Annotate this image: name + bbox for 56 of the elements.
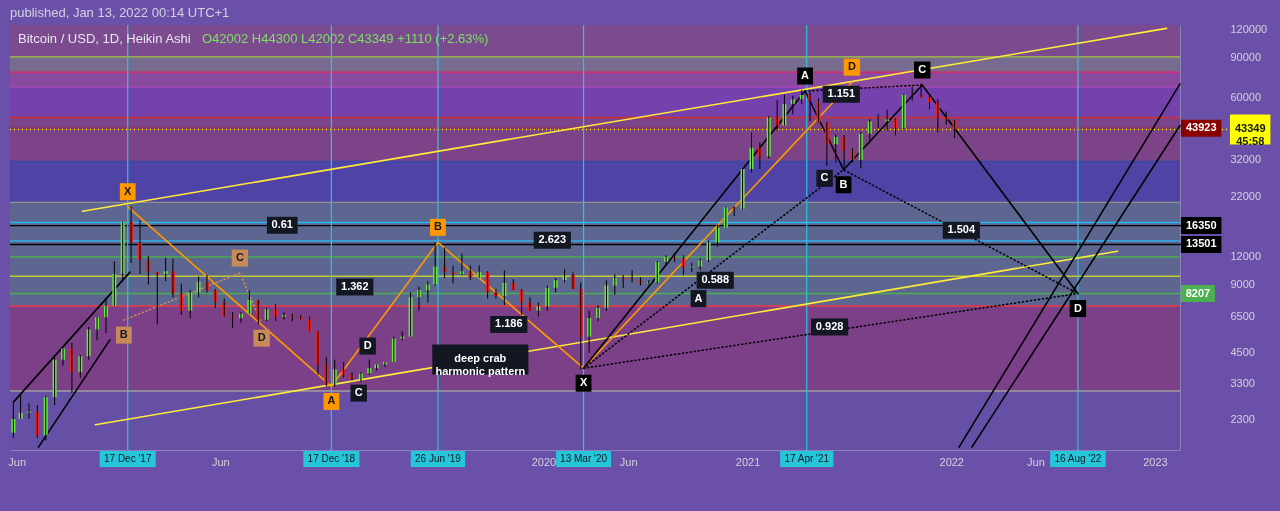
ref-line-label: 26 Jun '19 — [415, 453, 462, 464]
annotation: 0.588 — [701, 273, 729, 286]
annotation: 2.623 — [538, 233, 567, 246]
data-label: B — [119, 328, 128, 341]
ref-line-label: 13 Mar '20 — [560, 453, 608, 464]
ref-line-label: 17 Dec '17 — [103, 453, 152, 464]
annotation: 0.61 — [271, 218, 293, 231]
data-label: X — [124, 184, 133, 197]
x-tick-label: 2023 — [1143, 455, 1168, 468]
y-tick-label: 120000 — [1230, 22, 1268, 35]
y-tick-label: 22000 — [1230, 189, 1262, 202]
ref-line-label: 43349 45:58 — [1234, 122, 1266, 148]
text: published, Jan 13, 2022 00:14 UTC+1 — [10, 5, 230, 20]
annotation: 1.151 — [827, 87, 856, 100]
annotation: 1.504 — [947, 223, 976, 236]
x-tick-label: Jun — [8, 455, 27, 468]
data-label: A — [327, 394, 336, 407]
data-label: B — [839, 177, 848, 190]
data-label: X — [579, 376, 588, 389]
annotation: 1.362 — [341, 280, 369, 293]
ref-line-label: 43923 — [1185, 121, 1217, 134]
annotation: 0.928 — [815, 319, 844, 332]
ref-line-label: 8207 — [1185, 286, 1211, 299]
y-tick-label: 3300 — [1230, 376, 1255, 389]
annotation: C — [354, 386, 363, 399]
x-tick-label: Jun — [1027, 455, 1045, 468]
y-tick-label: 90000 — [1230, 50, 1262, 63]
x-tick-label: 2022 — [939, 455, 964, 468]
data-label: C — [918, 63, 927, 76]
y-tick-label: 2300 — [1230, 412, 1255, 425]
data-label: C — [235, 251, 244, 264]
ref-line-label: 17 Dec '18 — [307, 453, 356, 464]
x-tick-label: Jun — [619, 455, 638, 468]
y-tick-label: 9000 — [1230, 277, 1255, 290]
annotation: deep crab harmonic pattern — [435, 352, 526, 378]
x-tick-label: 2021 — [735, 455, 761, 468]
y-tick-label: 60000 — [1230, 90, 1262, 103]
x-tick-label: Jun — [211, 455, 230, 468]
ref-line-label: 16350 — [1185, 218, 1217, 231]
data-label: A — [801, 69, 810, 82]
y-tick-label: 12000 — [1230, 249, 1262, 262]
data-label: D — [847, 60, 856, 73]
ref-line-label: 16 Aug '22 — [1054, 453, 1102, 464]
y-tick-label: 4500 — [1230, 346, 1255, 359]
data-label: D — [257, 331, 266, 344]
x-tick-label: 2020 — [531, 455, 557, 468]
ref-line-label: 17 Apr '21 — [784, 453, 830, 464]
y-tick-label: 6500 — [1230, 310, 1255, 323]
annotation: C — [820, 171, 829, 184]
annotation: 1.186 — [495, 317, 523, 330]
annotation: D — [363, 339, 372, 352]
ref-line-label: 13501 — [1185, 237, 1217, 250]
data-label: B — [433, 220, 442, 233]
data-label: D — [1073, 301, 1082, 314]
annotation: A — [694, 291, 703, 304]
y-tick-label: 32000 — [1230, 152, 1262, 165]
